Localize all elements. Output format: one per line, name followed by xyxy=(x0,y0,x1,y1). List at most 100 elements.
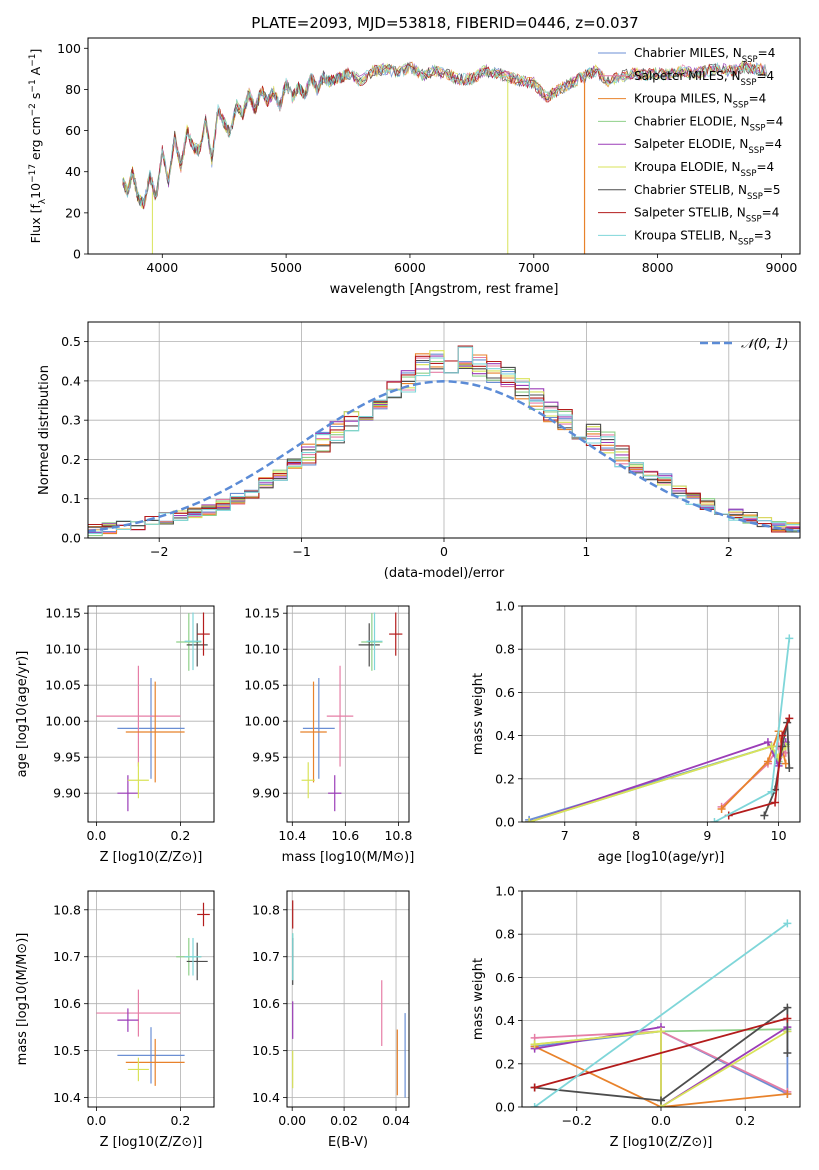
y-tick-label: 10.05 xyxy=(244,678,280,693)
axes-frame xyxy=(521,605,801,823)
y-tick-label: 0.0 xyxy=(495,1100,515,1115)
y-tick-label: 0.8 xyxy=(495,642,515,657)
legend-label: Salpeter ELODIE, NSSP=4 xyxy=(634,137,782,156)
weight-marker xyxy=(717,805,726,814)
y-tick-label: 100 xyxy=(57,41,81,56)
x-tick-label: −1 xyxy=(292,544,310,559)
y-tick-label: 1.0 xyxy=(495,599,515,614)
x-tick-label: 10.4 xyxy=(278,828,306,843)
y-axis-label-part: −2 xyxy=(28,103,38,116)
y-tick-label: 10.8 xyxy=(252,902,280,917)
y-tick-label: 10.8 xyxy=(53,902,81,917)
y-tick-label: 10.5 xyxy=(252,1043,280,1058)
legend-label-n: =4 xyxy=(749,92,767,106)
axes-frame xyxy=(87,605,215,823)
legend-label: Salpeter STELIB, NSSP=4 xyxy=(634,206,779,225)
legend-label: Salpeter MILES, NSSP=4 xyxy=(634,69,774,88)
legend-label-name: Kroupa STELIB, N xyxy=(634,228,738,242)
y-tick-label: 10.4 xyxy=(53,1090,81,1105)
y-tick-label: 0.4 xyxy=(61,373,81,388)
histogram-step xyxy=(88,346,800,535)
x-tick-label: 5000 xyxy=(270,260,302,275)
axes-frame xyxy=(87,37,801,255)
legend-label-name: Salpeter MILES, N xyxy=(634,69,741,83)
y-tick-label: 0.2 xyxy=(495,771,515,786)
legend-label-name: Kroupa MILES, N xyxy=(634,92,733,106)
y-axis-label-part: A xyxy=(28,66,43,79)
weight-marker xyxy=(783,1090,792,1099)
y-axis-label-part: ] xyxy=(28,49,43,54)
x-axis-label: Z [log10(Z/Z⊙)] xyxy=(610,1135,713,1150)
y-tick-label: 0.0 xyxy=(495,815,515,830)
histogram-step xyxy=(88,350,800,531)
x-tick-label: 0 xyxy=(440,544,448,559)
weight-marker xyxy=(783,919,792,928)
y-axis-label: Normed distribution xyxy=(37,365,52,495)
axes-frame xyxy=(286,605,410,823)
y-tick-label: 10.5 xyxy=(53,1043,81,1058)
weight-marker xyxy=(785,634,794,643)
legend-label-sub: SSP xyxy=(741,169,757,179)
legend-label-n: =4 xyxy=(756,69,774,83)
legend-label: Kroupa MILES, NSSP=4 xyxy=(634,92,766,111)
x-tick-label: 0.0 xyxy=(86,828,106,843)
y-axis-label: Flux [fλ10−17 erg cm−2 s−1 A−1] xyxy=(28,49,48,244)
figure-title: PLATE=2093, MJD=53818, FIBERID=0446, z=0… xyxy=(251,14,638,32)
y-tick-label: 9.95 xyxy=(53,750,81,765)
legend-label-sub: SSP xyxy=(746,215,762,225)
x-tick-label: 0.2 xyxy=(735,1113,755,1128)
y-tick-label: 60 xyxy=(65,123,81,138)
y-axis-label: mass [log10(M/M⊙)] xyxy=(15,933,30,1066)
y-tick-label: 10.4 xyxy=(252,1090,280,1105)
x-tick-label: 0.02 xyxy=(330,1113,358,1128)
y-axis-label-part: −17 xyxy=(28,164,38,183)
y-tick-label: 0.2 xyxy=(495,1056,515,1071)
weight-marker xyxy=(760,811,769,820)
y-tick-label: 9.90 xyxy=(53,786,81,801)
y-axis-label-part: λ xyxy=(38,198,48,204)
x-tick-label: 10 xyxy=(771,828,787,843)
y-tick-label: 10.10 xyxy=(45,642,81,657)
weight-marker xyxy=(525,818,534,822)
y-tick-label: 10.7 xyxy=(53,949,81,964)
legend-label-name: Chabrier STELIB, N xyxy=(634,183,747,197)
legend-label-n: =4 xyxy=(762,206,780,220)
weight-marker xyxy=(710,818,719,822)
legend-label-sub: SSP xyxy=(750,123,766,133)
weight-marker xyxy=(771,798,780,807)
plots-layer: 4000 5000 6000 7000 8000 9000020406080100wave… xyxy=(15,37,801,1150)
weight-marker xyxy=(530,1103,539,1107)
legend-label-n: =4 xyxy=(758,46,776,60)
legend-label-name: Salpeter STELIB, N xyxy=(634,206,746,220)
y-tick-label: 9.90 xyxy=(252,786,280,801)
y-tick-label: 10.15 xyxy=(45,606,81,621)
y-tick-label: 10.10 xyxy=(244,642,280,657)
weight-marker xyxy=(530,1040,539,1049)
y-tick-label: 0.1 xyxy=(61,491,81,506)
y-tick-label: 0.6 xyxy=(495,970,515,985)
x-axis-label: age [log10(age/yr)] xyxy=(598,850,725,865)
y-tick-label: 20 xyxy=(65,205,81,220)
x-tick-label: 7 xyxy=(561,828,569,843)
x-tick-label: 8 xyxy=(632,828,640,843)
weight-marker xyxy=(785,764,794,772)
x-tick-label: 10.8 xyxy=(384,828,412,843)
legend-label: Chabrier MILES, NSSP=4 xyxy=(634,46,775,65)
y-tick-label: 0.4 xyxy=(495,728,515,743)
legend-label-n: =4 xyxy=(766,114,784,128)
x-tick-label: 9000 xyxy=(766,260,798,275)
weight-marker xyxy=(767,787,776,796)
axes-frame xyxy=(286,890,410,1108)
y-tick-label: 0.4 xyxy=(495,1013,515,1028)
y-tick-label: 1.0 xyxy=(495,884,515,899)
x-tick-label: 7000 xyxy=(518,260,550,275)
x-tick-label: 10.6 xyxy=(331,828,359,843)
legend-label: Chabrier ELODIE, NSSP=4 xyxy=(634,114,783,133)
legend-label-n: =3 xyxy=(754,228,772,242)
y-tick-label: 0 xyxy=(73,247,81,262)
y-axis-label-part: s xyxy=(28,93,43,104)
x-tick-label: −2 xyxy=(150,544,168,559)
spectrum-line xyxy=(122,61,768,207)
legend-label-name: Salpeter ELODIE, N xyxy=(634,137,748,151)
